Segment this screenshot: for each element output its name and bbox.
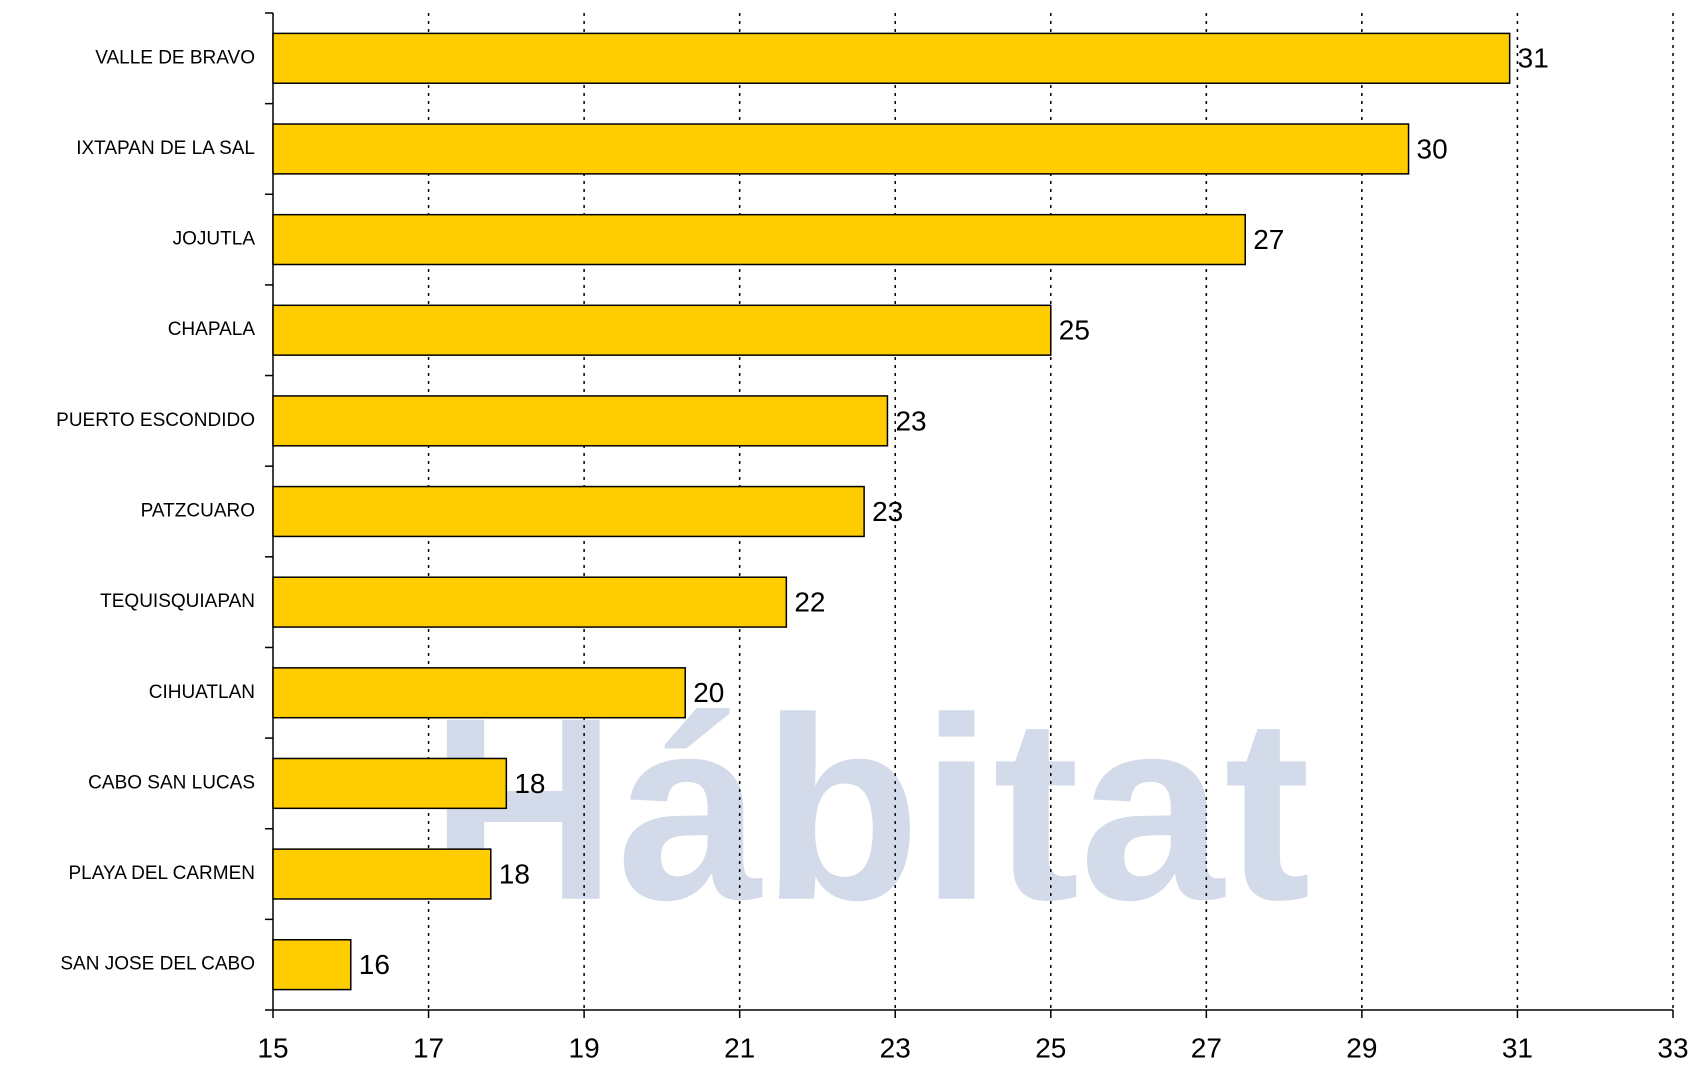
value-label: 25 <box>1059 315 1090 346</box>
value-label: 27 <box>1253 224 1284 255</box>
bar <box>272 939 352 991</box>
value-label: 23 <box>895 405 926 436</box>
x-tick-label: 33 <box>1657 1032 1688 1063</box>
x-tick-label: 31 <box>1502 1032 1533 1063</box>
y-tick-label: CABO SAN LUCAS <box>88 772 255 793</box>
y-tick-label: SAN JOSE DEL CABO <box>60 954 255 975</box>
bar <box>272 667 686 719</box>
y-tick-label: PATZCUARO <box>141 501 255 522</box>
x-tick-label: 27 <box>1191 1032 1222 1063</box>
value-label: 23 <box>872 496 903 527</box>
y-tick-label: IXTAPAN DE LA SAL <box>76 138 255 159</box>
y-tick-label: VALLE DE BRAVO <box>95 47 255 68</box>
bar <box>272 32 1511 84</box>
y-tick-label: TEQUISQUIAPAN <box>100 591 255 612</box>
value-label: 16 <box>359 949 390 980</box>
x-tick-label: 19 <box>569 1032 600 1063</box>
x-tick-label: 23 <box>880 1032 911 1063</box>
value-label: 30 <box>1417 133 1448 164</box>
y-tick-label: PLAYA DEL CARMEN <box>68 863 255 884</box>
value-label: 31 <box>1518 43 1549 74</box>
value-label: 22 <box>794 587 825 618</box>
y-tick-label: CHAPALA <box>168 319 256 340</box>
bar <box>272 848 492 900</box>
y-tick-label: JOJUTLA <box>173 229 256 250</box>
bar <box>272 576 788 628</box>
bar <box>272 395 889 447</box>
x-tick-label: 21 <box>724 1032 755 1063</box>
bar <box>272 757 508 810</box>
bar <box>272 213 1246 266</box>
x-tick-label: 17 <box>413 1032 444 1063</box>
bar <box>272 485 865 538</box>
x-tick-label: 29 <box>1346 1032 1377 1063</box>
value-label: 18 <box>499 858 530 889</box>
y-tick-label: PUERTO ESCONDIDO <box>56 410 255 431</box>
value-label: 18 <box>514 768 545 799</box>
bar <box>272 123 1410 175</box>
x-tick-label: 25 <box>1035 1032 1066 1063</box>
x-tick-label: 15 <box>257 1032 288 1063</box>
value-label: 20 <box>693 677 724 708</box>
bar <box>272 304 1052 356</box>
y-tick-label: CIHUATLAN <box>149 682 255 703</box>
